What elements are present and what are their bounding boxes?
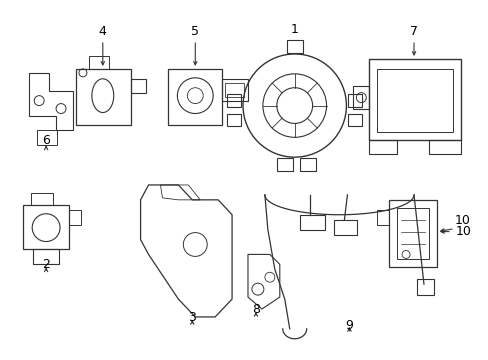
Text: 9: 9 — [345, 319, 353, 332]
Text: 2: 2 — [42, 258, 50, 271]
Text: 7: 7 — [409, 25, 417, 38]
Text: 8: 8 — [251, 303, 260, 316]
Text: 1: 1 — [290, 23, 298, 36]
Text: 10: 10 — [455, 225, 471, 238]
Text: 5: 5 — [191, 25, 199, 38]
Text: 6: 6 — [42, 134, 50, 147]
Text: 3: 3 — [188, 311, 196, 324]
Text: 4: 4 — [99, 25, 106, 38]
Text: 10: 10 — [454, 213, 470, 227]
